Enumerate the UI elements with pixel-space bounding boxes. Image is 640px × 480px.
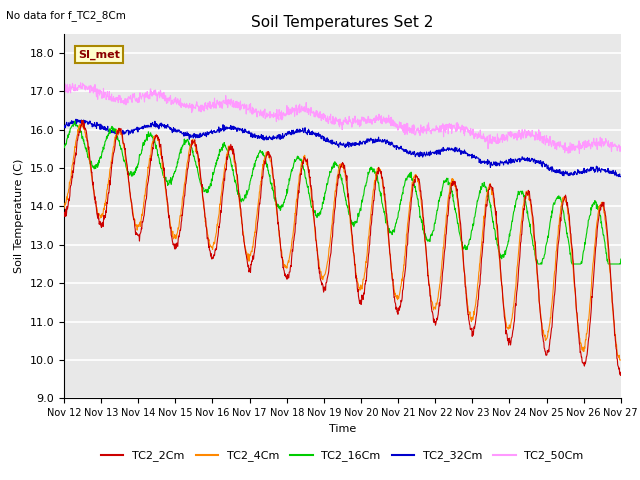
X-axis label: Time: Time [329,424,356,433]
Text: SI_met: SI_met [78,49,120,60]
Y-axis label: Soil Temperature (C): Soil Temperature (C) [14,159,24,273]
Title: Soil Temperatures Set 2: Soil Temperatures Set 2 [252,15,433,30]
Legend: TC2_2Cm, TC2_4Cm, TC2_16Cm, TC2_32Cm, TC2_50Cm: TC2_2Cm, TC2_4Cm, TC2_16Cm, TC2_32Cm, TC… [97,446,588,466]
Text: No data for f_TC2_8Cm: No data for f_TC2_8Cm [6,10,126,21]
